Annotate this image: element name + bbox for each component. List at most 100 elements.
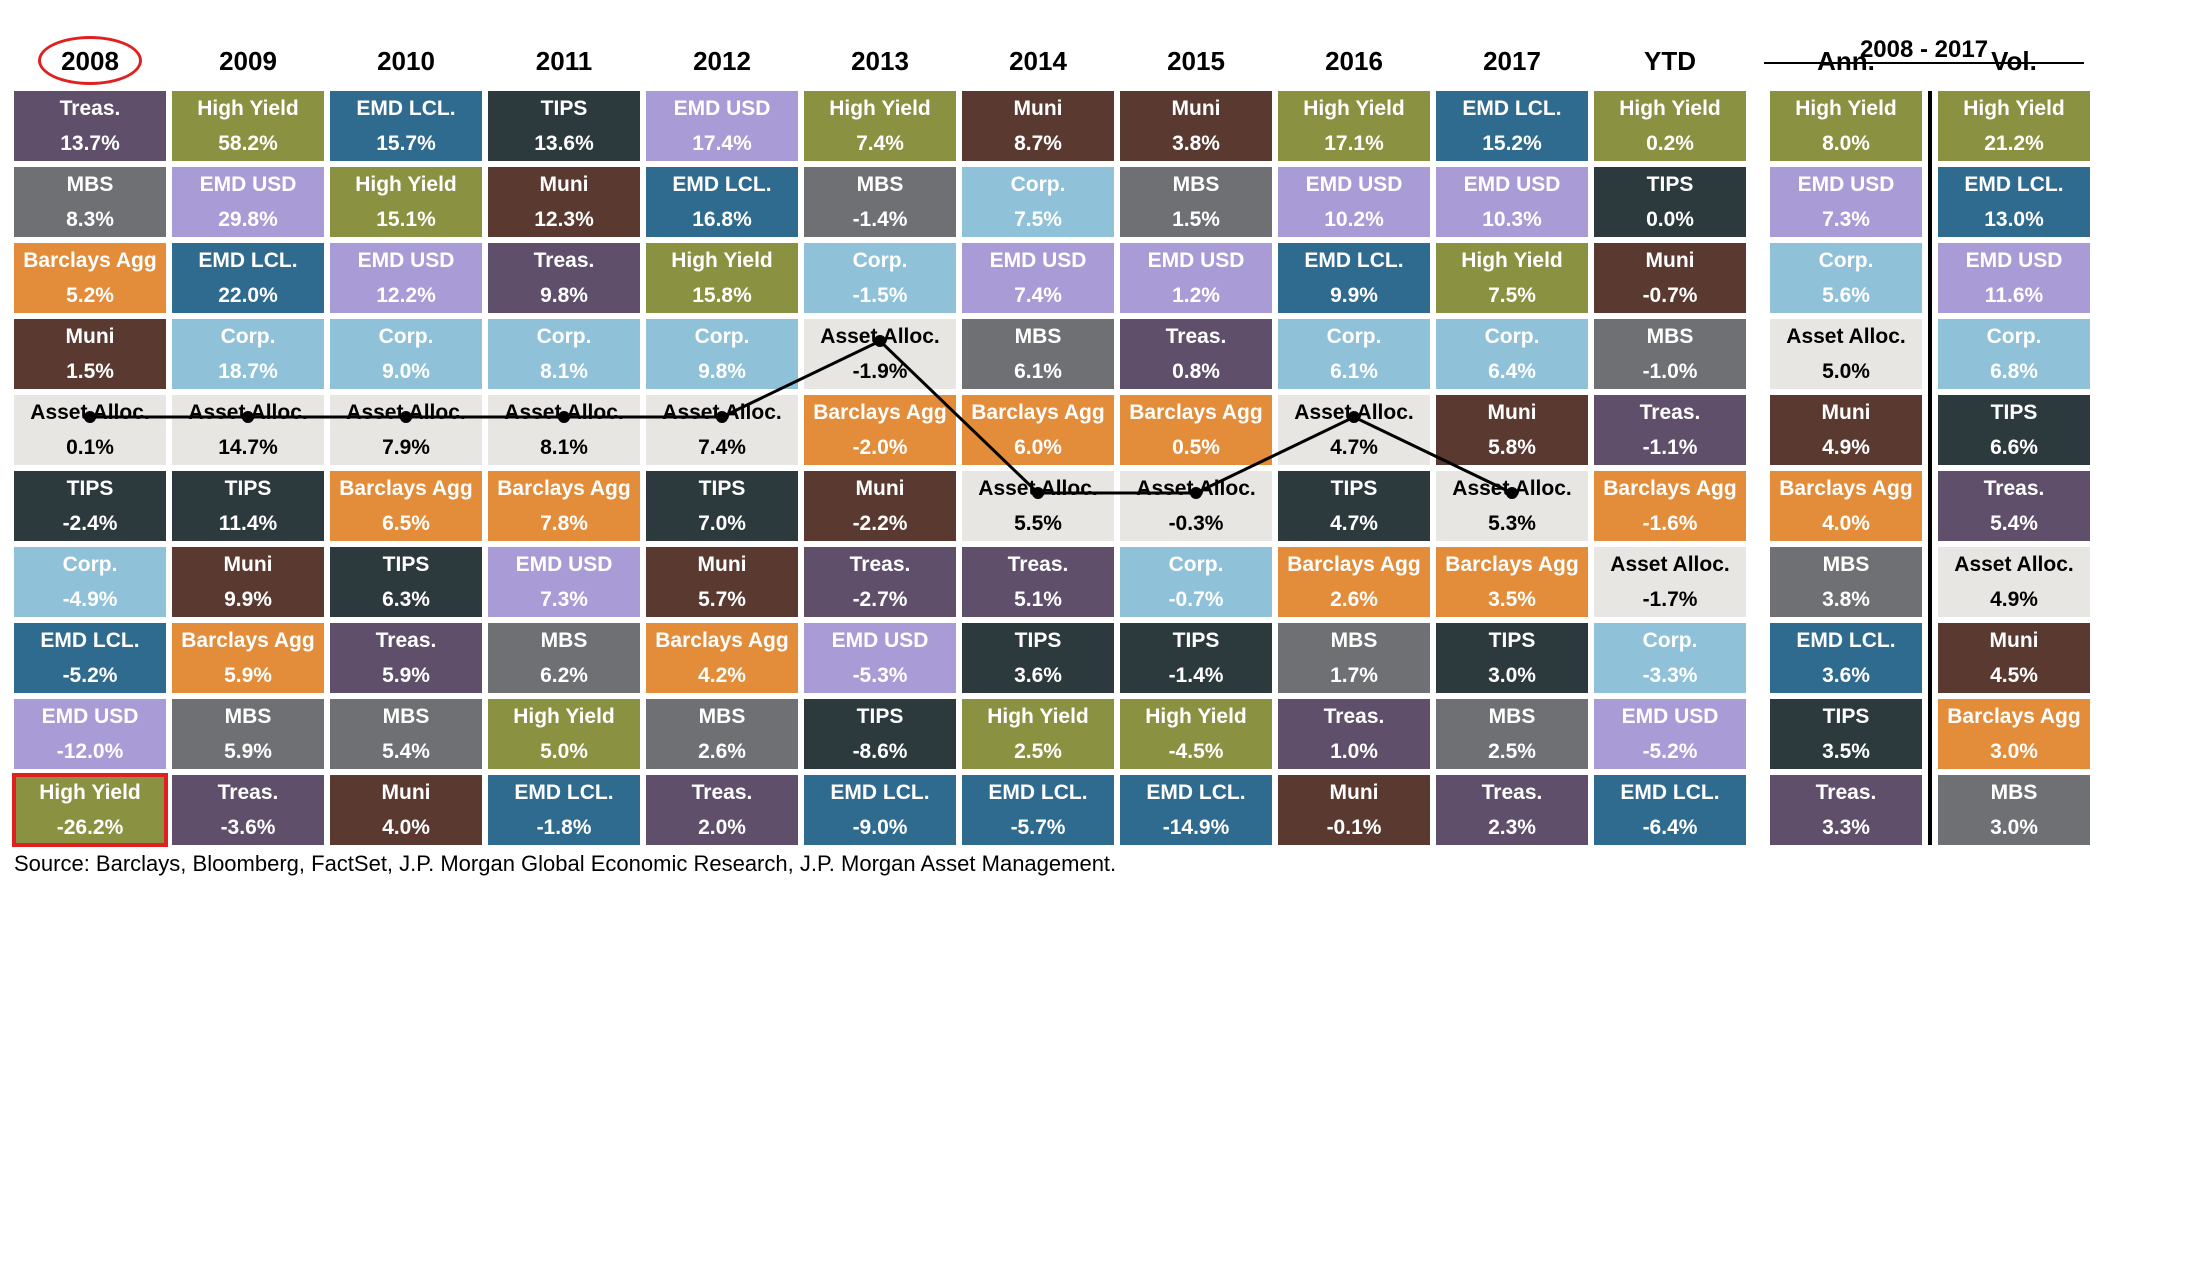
cell-label: EMD LCL. — [830, 781, 929, 804]
cell-value: 5.4% — [1990, 512, 2038, 535]
cell-value: 6.1% — [1330, 360, 1378, 383]
cell-label: TIPS — [1015, 629, 1062, 652]
grid-cell: Asset Alloc.7.9% — [330, 395, 482, 465]
cell-label: MBS — [1015, 325, 1062, 348]
cell-value: 14.7% — [218, 436, 278, 459]
cell-value: 6.4% — [1488, 360, 1536, 383]
cell-value: -2.4% — [63, 512, 118, 535]
grid-column: EMD LCL.15.7%High Yield15.1%EMD USD12.2%… — [330, 91, 482, 845]
grid-cell: TIPS7.0% — [646, 471, 798, 541]
cell-value: 3.5% — [1822, 740, 1870, 763]
grid-cell: Treas.5.1% — [962, 547, 1114, 617]
cell-label: Muni — [1014, 97, 1063, 120]
grid-cell: TIPS-2.4% — [14, 471, 166, 541]
grid-cell: Corp.-1.5% — [804, 243, 956, 313]
cell-label: Treas. — [1482, 781, 1543, 804]
grid-cell: EMD LCL. -9.0% — [804, 775, 956, 845]
cell-value: 1.5% — [1172, 208, 1220, 231]
grid-cell: Muni4.9% — [1770, 395, 1922, 465]
grid-cell: Treas.9.8% — [488, 243, 640, 313]
cell-label: Treas. — [534, 249, 595, 272]
grid-cell: EMD USD-12.0% — [14, 699, 166, 769]
grid-cell: TIPS4.7% — [1278, 471, 1430, 541]
cell-value: 7.3% — [540, 588, 588, 611]
grid-column: High Yield7.4%MBS-1.4%Corp.-1.5%Asset Al… — [804, 91, 956, 845]
cell-label: Asset Alloc. — [1136, 477, 1255, 500]
cell-value: 3.8% — [1822, 588, 1870, 611]
cell-label: Corp. — [379, 325, 434, 348]
cell-value: -2.7% — [853, 588, 908, 611]
grid-cell: EMD USD7.3% — [1770, 167, 1922, 237]
cell-value: -2.0% — [853, 436, 908, 459]
cell-value: 0.8% — [1172, 360, 1220, 383]
grid-cell: TIPS-1.4% — [1120, 623, 1272, 693]
cell-value: -6.4% — [1643, 816, 1698, 839]
cell-label: EMD LCL. — [1146, 781, 1245, 804]
cell-label: High Yield — [39, 781, 141, 804]
cell-value: 4.5% — [1990, 664, 2038, 687]
grid-cell: High Yield8.0% — [1770, 91, 1922, 161]
cell-value: 0.1% — [66, 436, 114, 459]
cell-label: High Yield — [513, 705, 615, 728]
cell-value: -0.3% — [1169, 512, 1224, 535]
cell-label: Asset Alloc. — [188, 401, 307, 424]
cell-value: 6.8% — [1990, 360, 2038, 383]
cell-value: 7.9% — [382, 436, 430, 459]
grid-column: EMD LCL.15.2%EMD USD10.3%High Yield7.5%C… — [1436, 91, 1588, 845]
grid-cell: TIPS13.6% — [488, 91, 640, 161]
cell-value: 17.1% — [1324, 132, 1384, 155]
cell-value: -5.2% — [1643, 740, 1698, 763]
cell-label: Barclays Agg — [1947, 705, 2080, 728]
grid-column: Muni8.7%Corp.7.5%EMD USD7.4%MBS6.1%Barcl… — [962, 91, 1114, 845]
grid-cell: Treas.-3.6% — [172, 775, 324, 845]
cell-label: EMD USD — [1148, 249, 1245, 272]
grid-cell: TIPS6.6% — [1938, 395, 2090, 465]
cell-label: EMD USD — [516, 553, 613, 576]
summary-divider — [1928, 91, 1932, 845]
cell-value: -1.1% — [1643, 436, 1698, 459]
cell-value: 1.2% — [1172, 284, 1220, 307]
cell-value: 5.9% — [224, 664, 272, 687]
cell-value: -3.3% — [1643, 664, 1698, 687]
cell-label: High Yield — [671, 249, 773, 272]
grid-cell: EMD LCL.3.6% — [1770, 623, 1922, 693]
cell-label: Treas. — [1640, 401, 1701, 424]
cell-label: MBS — [1647, 325, 1694, 348]
grid-column: Muni3.8%MBS1.5%EMD USD1.2%Treas.0.8%Barc… — [1120, 91, 1272, 845]
cell-label: MBS — [1823, 553, 1870, 576]
cell-value: 7.4% — [856, 132, 904, 155]
grid-cell: Barclays Agg0.5% — [1120, 395, 1272, 465]
cell-label: Corp. — [695, 325, 750, 348]
cell-value: 8.0% — [1822, 132, 1870, 155]
grid-cell: Treas. -1.1% — [1594, 395, 1746, 465]
cell-value: 10.3% — [1482, 208, 1542, 231]
grid-cell: Corp.8.1% — [488, 319, 640, 389]
cell-value: -9.0% — [853, 816, 908, 839]
grid-cell: Corp.5.6% — [1770, 243, 1922, 313]
cell-label: Treas. — [1324, 705, 1385, 728]
cell-value: 3.0% — [1488, 664, 1536, 687]
cell-value: 3.0% — [1990, 816, 2038, 839]
col-header: 2009 — [172, 36, 324, 91]
grid-cell: High Yield21.2% — [1938, 91, 2090, 161]
grid-cell: EMD USD7.4% — [962, 243, 1114, 313]
grid-cell: High Yield0.2% — [1594, 91, 1746, 161]
col-header: 2016 — [1278, 36, 1430, 91]
grid-cell: TIPS-8.6% — [804, 699, 956, 769]
cell-label: TIPS — [541, 97, 588, 120]
cell-value: 5.9% — [224, 740, 272, 763]
cell-value: 6.0% — [1014, 436, 1062, 459]
cell-label: Asset Alloc. — [504, 401, 623, 424]
grid-cell: High Yield15.1% — [330, 167, 482, 237]
col-header: 2010 — [330, 36, 482, 91]
grid-cell: Barclays Agg-1.6% — [1594, 471, 1746, 541]
cell-label: Treas. — [1166, 325, 1227, 348]
cell-value: 7.8% — [540, 512, 588, 535]
col-header: 2012 — [646, 36, 798, 91]
cell-value: 16.8% — [692, 208, 752, 231]
grid-cell: High Yield15.8% — [646, 243, 798, 313]
cell-value: 2.5% — [1488, 740, 1536, 763]
grid-cell: Treas.13.7% — [14, 91, 166, 161]
grid-cell: Muni4.0% — [330, 775, 482, 845]
cell-value: -1.6% — [1643, 512, 1698, 535]
